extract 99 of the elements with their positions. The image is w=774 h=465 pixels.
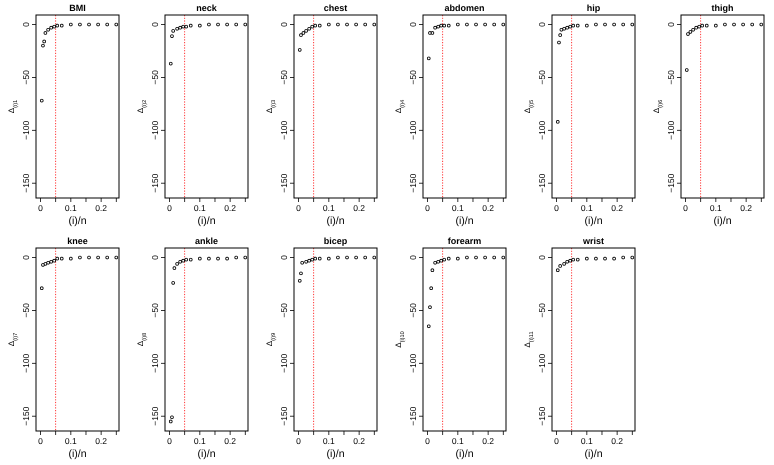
x-tick-label: 0.2	[95, 203, 108, 213]
x-tick-label: 0.1	[452, 203, 464, 213]
x-axis-title: (i)/n	[326, 215, 345, 227]
x-tick-label: 0.1	[64, 203, 78, 213]
chart-title: forearm	[448, 236, 482, 246]
x-tick-label: 0.2	[611, 203, 624, 213]
x-axis-title: (i)/n	[713, 215, 732, 227]
y-tick-label: 0	[537, 254, 547, 260]
x-tick-label: 0.1	[580, 203, 594, 213]
x-tick-label: 0	[167, 436, 172, 446]
x-tick-label: 0.2	[740, 203, 752, 213]
x-tick-label: 0	[167, 203, 172, 213]
y-tick-label: −50	[408, 70, 418, 85]
x-axis-title: (i)/n	[455, 448, 474, 460]
y-tick-label: −150	[21, 406, 31, 426]
x-axis-title: (i)/n	[455, 215, 474, 227]
x-axis-title: (i)/n	[584, 215, 603, 227]
x-tick-label: 0	[425, 203, 430, 213]
y-tick-label: −150	[408, 173, 418, 193]
y-tick-label: −150	[21, 173, 31, 193]
y-tick-label: −100	[408, 353, 418, 373]
y-tick-label: −50	[537, 302, 547, 318]
x-axis-title: (i)/n	[197, 448, 216, 460]
y-tick-label: −100	[21, 353, 31, 373]
chart-title: chest	[324, 3, 348, 13]
x-tick-label: 0	[554, 436, 560, 446]
chart-title: knee	[67, 236, 88, 246]
x-tick-label: 0	[296, 436, 302, 446]
x-tick-label: 0.1	[710, 203, 722, 213]
y-tick-label: −150	[279, 406, 289, 426]
y-tick-label: −100	[21, 120, 31, 140]
x-tick-label: 0	[296, 203, 302, 213]
x-tick-label: 0.2	[482, 436, 494, 446]
y-tick-label: −50	[279, 302, 289, 318]
y-tick-label: −100	[279, 353, 289, 373]
y-tick-label: −50	[279, 70, 289, 85]
chart-title: neck	[196, 3, 218, 13]
y-tick-label: −100	[279, 120, 289, 140]
y-tick-label: 0	[21, 254, 31, 260]
chart-title: hip	[586, 3, 601, 13]
y-tick-label: −150	[408, 406, 418, 426]
y-tick-label: 0	[279, 22, 289, 27]
y-tick-label: −50	[150, 302, 160, 318]
y-tick-label: −50	[150, 70, 160, 85]
y-tick-label: −150	[279, 173, 289, 193]
y-tick-label: −50	[537, 70, 547, 85]
y-tick-label: −150	[150, 406, 160, 426]
x-axis-title: (i)/n	[326, 448, 345, 460]
y-tick-label: −150	[537, 406, 547, 426]
chart-title: ankle	[194, 236, 218, 246]
y-tick-label: 0	[279, 254, 289, 260]
y-tick-label: −50	[21, 70, 31, 85]
y-tick-label: −100	[408, 120, 418, 140]
x-tick-label: 0.1	[64, 436, 78, 446]
x-tick-label: 0.2	[611, 436, 624, 446]
x-tick-label: 0.2	[353, 436, 366, 446]
y-tick-label: 0	[537, 22, 547, 27]
x-tick-label: 0.1	[194, 436, 206, 446]
chart-title: BMI	[69, 3, 86, 13]
x-tick-label: 0.1	[580, 436, 594, 446]
x-tick-label: 0.2	[353, 203, 366, 213]
x-tick-label: 0.2	[95, 436, 108, 446]
x-tick-label: 0.2	[224, 203, 236, 213]
x-axis-title: (i)/n	[584, 448, 603, 460]
y-tick-label: 0	[408, 22, 418, 27]
y-tick-label: −150	[666, 173, 676, 193]
x-axis-title: (i)/n	[197, 215, 216, 227]
y-tick-label: 0	[408, 254, 418, 260]
chart-title: bicep	[324, 236, 348, 246]
y-tick-label: −50	[408, 302, 418, 318]
x-tick-label: 0	[38, 436, 44, 446]
y-tick-label: −100	[150, 353, 160, 373]
x-tick-label: 0.2	[224, 436, 236, 446]
x-tick-label: 0	[554, 203, 560, 213]
y-tick-label: 0	[150, 22, 160, 27]
y-tick-label: −100	[537, 353, 547, 373]
y-tick-label: −50	[21, 302, 31, 318]
x-tick-label: 0	[38, 203, 44, 213]
y-tick-label: 0	[666, 22, 676, 27]
y-tick-label: −150	[537, 173, 547, 193]
chart-title: thigh	[712, 3, 734, 13]
x-tick-label: 0	[425, 436, 430, 446]
chart-title: abdomen	[444, 3, 485, 13]
x-tick-label: 0.1	[452, 436, 464, 446]
x-axis-title: (i)/n	[68, 448, 87, 460]
x-tick-label: 0.2	[482, 203, 494, 213]
y-tick-label: −50	[666, 70, 676, 85]
y-tick-label: −100	[537, 120, 547, 140]
x-axis-title: (i)/n	[68, 215, 87, 227]
y-tick-label: −150	[150, 173, 160, 193]
y-tick-label: 0	[150, 254, 160, 260]
x-tick-label: 0.1	[194, 203, 206, 213]
x-tick-label: 0.1	[322, 203, 336, 213]
y-tick-label: 0	[21, 22, 31, 27]
x-tick-label: 0.1	[322, 436, 336, 446]
y-tick-label: −100	[150, 120, 160, 140]
chart-title: wrist	[582, 236, 604, 246]
x-tick-label: 0	[683, 203, 688, 213]
y-tick-label: −100	[666, 120, 676, 140]
